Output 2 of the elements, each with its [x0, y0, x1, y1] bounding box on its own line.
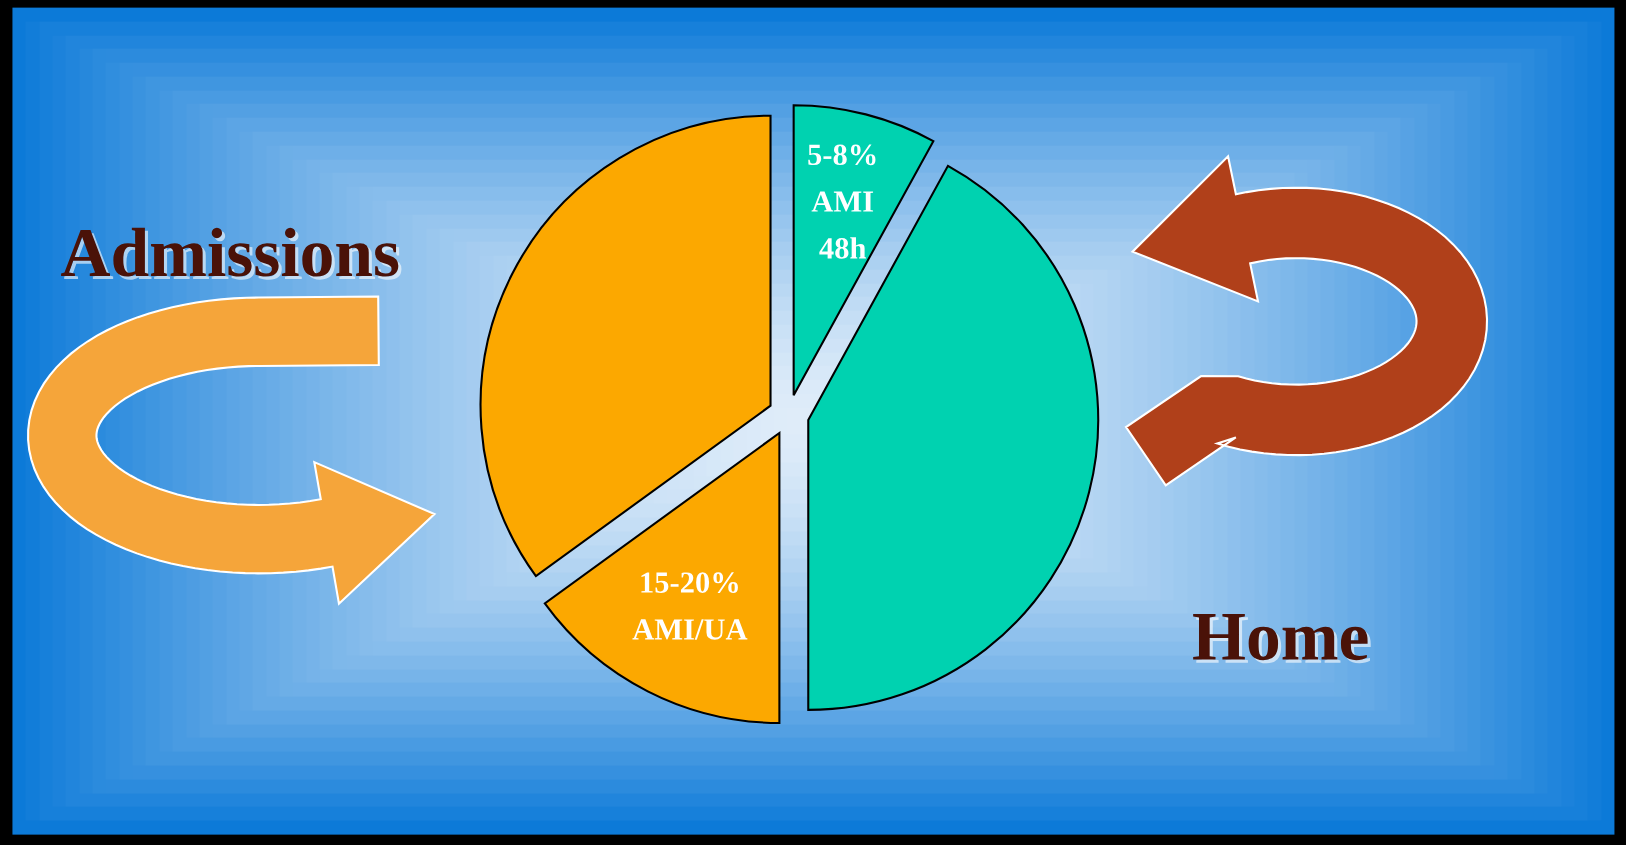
slice-label: 5-8% AMI 48h — [808, 144, 876, 259]
slice-label: 15-20% AMI/UA — [632, 572, 748, 640]
